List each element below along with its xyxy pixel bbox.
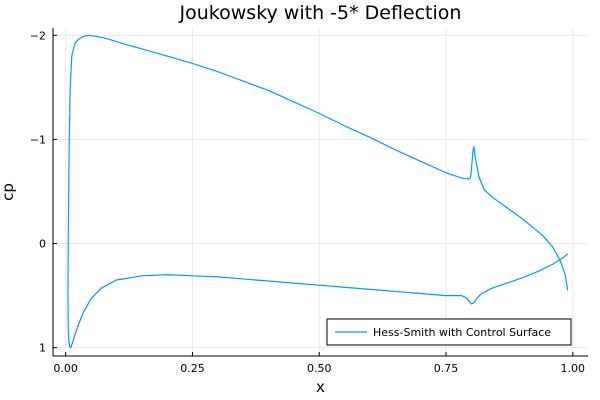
x-tick-label: 0.25 — [180, 362, 205, 375]
grid — [53, 28, 588, 356]
y-tick-label: −2 — [30, 29, 46, 42]
y-tick-label: 1 — [39, 342, 46, 355]
x-tick-label: 0.50 — [307, 362, 332, 375]
legend-label: Hess-Smith with Control Surface — [373, 326, 551, 339]
x-axis-label: x — [316, 378, 325, 396]
y-axis-label: cp — [0, 183, 17, 201]
x-axis-ticks: 0.00 0.25 0.50 0.75 1.00 — [53, 352, 585, 375]
x-tick-label: 0.00 — [53, 362, 78, 375]
series-line — [67, 34, 569, 349]
y-axis-ticks: −2 −1 0 1 — [30, 29, 57, 355]
y-tick-label: −1 — [30, 133, 46, 146]
x-tick-label: 0.75 — [434, 362, 459, 375]
x-tick-label: 1.00 — [561, 362, 586, 375]
y-tick-label: 0 — [39, 238, 46, 251]
plot-frame — [52, 28, 588, 357]
series-group — [67, 34, 569, 349]
legend-box — [326, 318, 572, 346]
legend: Hess-Smith with Control Surface — [326, 318, 572, 346]
chart-title: Joukowsky with -5* Deflection — [179, 2, 462, 24]
